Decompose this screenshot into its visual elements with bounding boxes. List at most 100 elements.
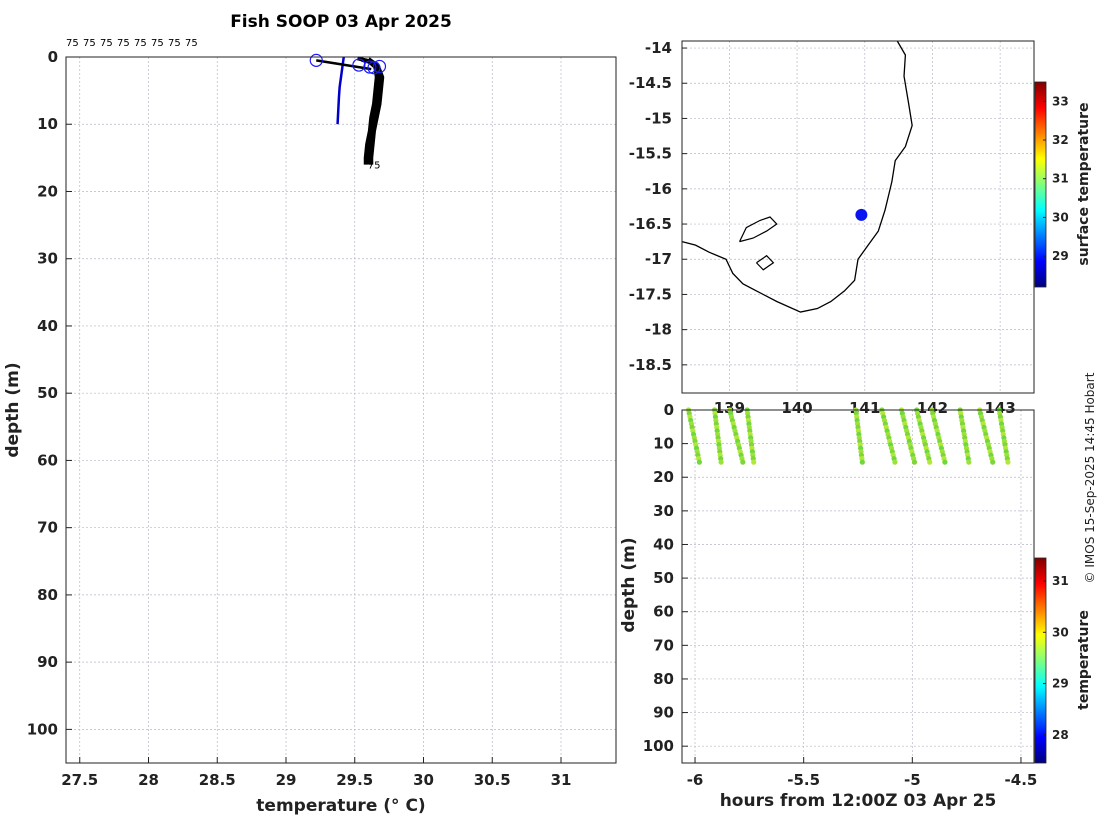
section-point: [990, 459, 996, 465]
map-layers: [681, 40, 913, 313]
profile-ytick-label: 90: [37, 653, 58, 671]
profile-end-label: 75: [368, 161, 381, 172]
colorbar-tick-label: 31: [1052, 172, 1069, 186]
profile-panel: 75 27.5 28 28.5 29 29.5 30 30.5 31 0 10 20 30 40 50 60…: [3, 38, 617, 816]
section-frame: [681, 409, 1035, 764]
profile-xtick-label: 30: [413, 771, 434, 789]
profile-frame: [65, 56, 617, 764]
profile-ytick-label: 100: [27, 720, 58, 738]
profile-surface-circle: [309, 53, 323, 67]
colorbar-tick-label: 32: [1052, 133, 1069, 147]
section-ytick-label: 40: [653, 535, 674, 553]
temperature-colorbar: 28 29 30 31: [1034, 557, 1069, 764]
map-ytick-label: -15: [645, 109, 672, 127]
map-ytick-label: -15.5: [629, 145, 672, 163]
profile-top-label: 75: [151, 38, 164, 49]
section-ytick-label: 50: [653, 569, 674, 587]
section-ytick-label: 80: [653, 670, 674, 688]
map-frame: [681, 40, 1035, 394]
map-ytick-label: -14.5: [629, 74, 672, 92]
island: [738, 216, 778, 243]
section-point: [942, 459, 948, 465]
profile-surface-circle: [367, 61, 381, 75]
coastline: [681, 40, 913, 313]
map-ytick-label: -16: [645, 180, 672, 198]
profile-ytick-label: 70: [37, 519, 58, 537]
section-point: [911, 459, 918, 465]
profile-ylabel: depth (m): [3, 362, 23, 457]
section-ytick-label: 90: [653, 704, 674, 722]
profile-xtick-label: 31: [551, 771, 572, 789]
section-point: [751, 459, 757, 465]
section-xtick-label: -5: [904, 771, 921, 789]
profile-xtick-label: 28: [138, 771, 159, 789]
map-ytick-label: -16.5: [629, 215, 672, 233]
colorbar-tick-label: 30: [1052, 210, 1069, 224]
profile-xtick-label: 29: [276, 771, 297, 789]
profile-ticks: 27.5 28 28.5 29 29.5 30 30.5 31 0 10 20 30 40 50 60 70 8…: [27, 38, 572, 789]
colorbar-tick-label: 29: [1052, 249, 1069, 263]
colorbar-tick-label: 28: [1052, 728, 1069, 742]
section-ytick-label: 30: [653, 502, 674, 520]
profile-top-label: 75: [168, 38, 181, 49]
profile-xtick-label: 27.5: [61, 771, 98, 789]
profile-blue-line: [336, 56, 345, 125]
map-ytick-label: -14: [645, 39, 672, 57]
profile-xtick-label: 30.5: [474, 771, 511, 789]
section-panel: -6 -5.5 -5 -4.5 0 10 20 30 40 50 60 70 80 90 100 hours…: [619, 401, 1092, 811]
section-ytick-label: 10: [653, 435, 674, 453]
map-ytick-label: -17: [645, 250, 672, 268]
section-point: [718, 459, 724, 465]
temperature-colorbar-label: temperature: [1076, 610, 1092, 710]
profile-xlabel: temperature (° C): [256, 796, 425, 816]
profile-ytick-label: 60: [37, 451, 58, 469]
section-ytick-label: 100: [643, 737, 674, 755]
profile-ytick-label: 80: [37, 586, 58, 604]
section-ytick-label: 20: [653, 468, 674, 486]
colorbar-tick-label: 31: [1052, 574, 1069, 588]
profile-series: 75: [309, 53, 387, 172]
profile-start-line: [316, 59, 372, 71]
section-grid: [682, 409, 1034, 763]
map-panel: 139140141142143-14-14.5-15-15.5-16-16.5-…: [629, 39, 1092, 417]
map-ytick-label: -18: [645, 321, 672, 339]
section-ticks: -6 -5.5 -5 -4.5 0 10 20 30 40 50 60 70 80 90 100: [643, 401, 1038, 789]
map-ticks: 139140141142143-14-14.5-15-15.5-16-16.5-…: [629, 39, 1016, 417]
profile-ytick-label: 10: [37, 115, 58, 133]
section-ytick-label: 0: [664, 401, 674, 419]
profile-surface-circle: [372, 59, 387, 74]
profile-grid: [66, 56, 616, 763]
section-xtick-label: -6: [687, 771, 704, 789]
map-ytick-label: -17.5: [629, 285, 672, 303]
profile-top-label: 75: [134, 38, 147, 49]
profile-ytick-label: 40: [37, 317, 58, 335]
figure-title: Fish SOOP 03 Apr 2025: [230, 12, 452, 32]
colorbar-gradient: [1034, 81, 1047, 288]
colorbar-tick-label: 33: [1052, 94, 1069, 108]
profile-top-label: 75: [100, 38, 113, 49]
profile-top-label: 75: [83, 38, 96, 49]
profile-top-label: 75: [66, 38, 79, 49]
colorbar-tick-label: 29: [1052, 677, 1069, 691]
section-xlabel: hours from 12:00Z 03 Apr 25: [720, 791, 997, 811]
profile-ytick-label: 50: [37, 384, 58, 402]
credit-text: © IMOS 15-Sep-2025 14:45 Hobart: [1083, 372, 1097, 583]
profile-top-label: 75: [185, 38, 198, 49]
surface-colorbar-label: surface temperature: [1076, 102, 1092, 265]
surface-temperature-colorbar: 29 30 31 32 33: [1034, 81, 1069, 288]
profile-xtick-label: 28.5: [199, 771, 236, 789]
section-point: [859, 459, 865, 465]
map-grid: [682, 41, 1034, 393]
map-xtick-label: 140: [781, 399, 812, 417]
vessel-position-marker: [855, 208, 868, 221]
profile-ytick-label: 20: [37, 182, 58, 200]
colorbar-gradient: [1034, 557, 1047, 764]
profile-xtick-label: 29.5: [336, 771, 373, 789]
profile-ytick-label: 30: [37, 250, 58, 268]
section-ytick-label: 70: [653, 636, 674, 654]
profile-ytick-label: 0: [48, 48, 58, 66]
section-point: [927, 459, 933, 465]
section-point: [892, 459, 898, 465]
section-point: [696, 459, 702, 465]
